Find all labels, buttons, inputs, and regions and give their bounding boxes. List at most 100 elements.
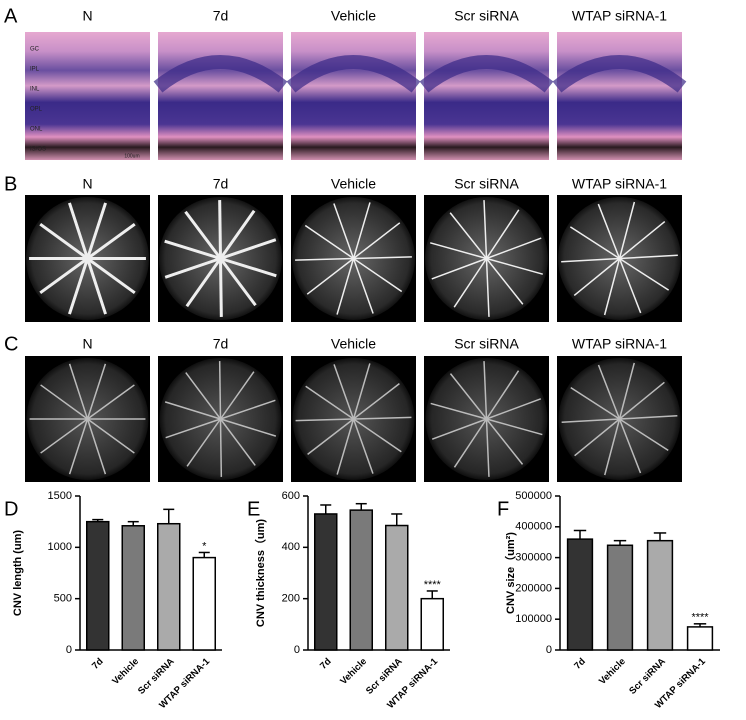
y-tick-label: 600: [282, 490, 300, 502]
vessel: [483, 200, 488, 259]
lesion: [552, 55, 687, 93]
vessel: [306, 257, 354, 295]
vessel: [486, 237, 542, 260]
vessel: [305, 385, 354, 420]
vessel: [40, 418, 88, 454]
vessel: [453, 418, 488, 468]
vessel: [68, 258, 89, 315]
vessel: [485, 209, 520, 259]
y-tick-label: 400000: [515, 521, 552, 533]
column-label: Scr siRNA: [454, 336, 519, 352]
vessel: [68, 418, 89, 475]
significance-label: ****: [424, 579, 442, 591]
column-label: Vehicle: [331, 8, 376, 24]
vessel: [87, 418, 135, 454]
lesion: [153, 55, 288, 93]
y-tick-label: 400: [282, 541, 300, 553]
layer-label: GC: [30, 47, 40, 53]
vessel: [619, 257, 670, 291]
lesion: [286, 55, 421, 93]
vessel: [430, 242, 487, 260]
vessel: [39, 222, 89, 260]
bar: [313, 513, 338, 651]
vessel: [352, 363, 371, 420]
vessel: [449, 212, 488, 259]
x-tick-label: Vehicle: [597, 656, 628, 687]
vessel: [353, 256, 412, 260]
vessel: [184, 210, 222, 260]
vessel: [352, 202, 371, 259]
column-label: Vehicle: [331, 176, 376, 192]
x-tick-label: Scr siRNA: [627, 656, 668, 697]
vessel: [431, 418, 487, 440]
layer-label: ONL: [30, 127, 43, 133]
bar: [646, 539, 674, 651]
vessel: [186, 418, 222, 467]
vessel: [295, 257, 354, 261]
vessel: [619, 414, 678, 420]
vessel: [569, 226, 620, 260]
vessel: [220, 399, 276, 420]
vessel: [619, 254, 678, 260]
x-tick-label: 7d: [90, 656, 106, 672]
vessel: [164, 257, 221, 279]
vessel: [618, 201, 636, 259]
vessel: [86, 257, 136, 295]
vessel: [218, 361, 222, 420]
vessel: [449, 373, 488, 420]
bar: [349, 509, 374, 651]
x-tick-label: Vehicle: [338, 656, 369, 687]
y-axis-label: CNV size（um²): [504, 532, 517, 614]
vessel: [87, 384, 135, 420]
vessel: [219, 258, 223, 317]
vessel: [220, 418, 277, 437]
vessel: [353, 383, 400, 420]
vessel: [352, 418, 374, 474]
vessel: [219, 209, 256, 260]
vessel: [353, 222, 401, 260]
vessel: [68, 202, 89, 259]
panel-letter: A: [4, 5, 18, 27]
column-label: Scr siRNA: [454, 176, 519, 192]
vessel: [561, 418, 620, 424]
column-label: N: [82, 336, 92, 352]
vessel: [68, 363, 89, 420]
vessel: [164, 401, 221, 420]
panel-letter: E: [247, 498, 260, 520]
vessel: [485, 258, 490, 317]
bar: [121, 525, 146, 651]
vessel: [219, 257, 257, 307]
scale-bar-label: 100um: [124, 153, 139, 159]
vessel: [219, 418, 256, 466]
vessel: [597, 203, 621, 259]
y-tick-label: 100000: [515, 613, 552, 625]
vessel: [431, 257, 487, 280]
vessel: [485, 370, 520, 420]
vessel: [40, 384, 88, 420]
layer-label: IPL: [30, 67, 40, 73]
vessel: [39, 257, 89, 295]
vessel: [483, 361, 488, 420]
column-label: WTAP siRNA-1: [572, 176, 667, 192]
vessel: [597, 364, 621, 420]
y-tick-label: 500: [54, 593, 72, 605]
vessel: [304, 224, 354, 260]
vessel: [486, 257, 543, 275]
column-label: WTAP siRNA-1: [572, 8, 667, 24]
vessel: [219, 371, 255, 420]
vessel: [218, 200, 222, 259]
y-tick-label: 200: [282, 593, 300, 605]
bar: [85, 520, 110, 651]
column-label: WTAP siRNA-1: [572, 336, 667, 352]
vessel: [185, 257, 222, 308]
y-tick-label: 1000: [48, 541, 72, 553]
column-label: 7d: [213, 8, 229, 24]
bar: [156, 522, 181, 651]
layer-label: INL: [30, 87, 40, 93]
vessel: [86, 222, 136, 260]
significance-label: ****: [691, 612, 709, 624]
vessel: [219, 418, 223, 477]
vessel: [185, 372, 222, 420]
x-tick-label: 7d: [572, 656, 588, 672]
